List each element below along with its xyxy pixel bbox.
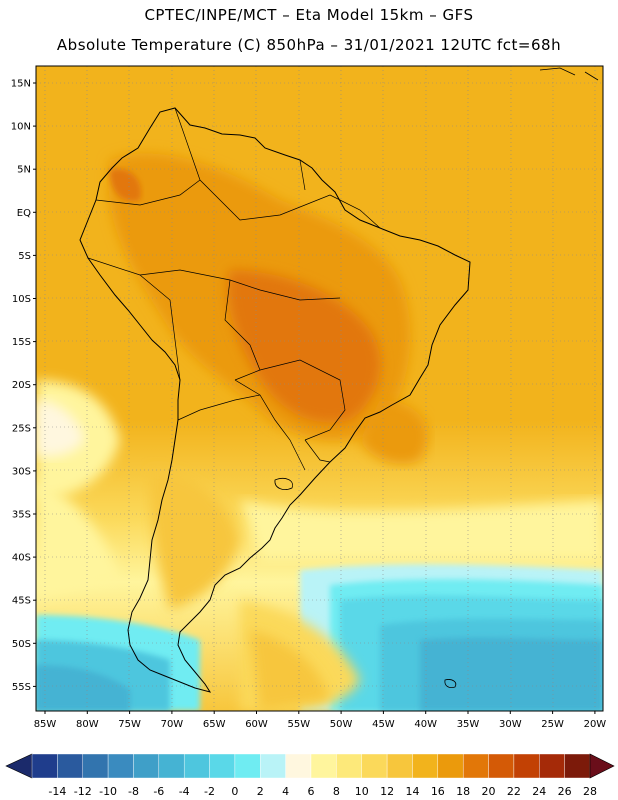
colorbar-swatch bbox=[234, 753, 261, 779]
lat-tick-label: 25S bbox=[12, 423, 31, 434]
lat-tick-label: 10N bbox=[11, 122, 31, 133]
colorbar-swatch bbox=[386, 753, 413, 779]
colorbar-swatch bbox=[209, 753, 236, 779]
colorbar-swatch bbox=[488, 753, 515, 779]
lat-tick-label: 40S bbox=[12, 553, 31, 564]
lon-tick-label: 40W bbox=[414, 719, 437, 730]
colorbar-swatch bbox=[82, 753, 109, 779]
colorbar-swatch bbox=[158, 753, 185, 779]
gridlines bbox=[36, 66, 603, 711]
lon-tick-label: 85W bbox=[34, 719, 57, 730]
falklands-islands bbox=[274, 478, 293, 490]
lon-tick-label: 20W bbox=[584, 719, 607, 730]
colorbar-label: -12 bbox=[74, 785, 92, 798]
colorbar-swatch bbox=[310, 753, 337, 779]
colorbar-label: -4 bbox=[179, 785, 190, 798]
map-frame bbox=[35, 65, 604, 712]
latitude-axis: 15N 10N 5N EQ 5S 10S 15S 20S 25S 30S 35S 40S 45S 50S 5… bbox=[11, 79, 36, 693]
lat-tick-label: 15N bbox=[11, 79, 31, 90]
colorbar-swatch bbox=[57, 753, 83, 779]
colorbar-swatch bbox=[31, 753, 58, 779]
colorbar-arrow-left bbox=[5, 753, 33, 779]
lat-tick-label: 10S bbox=[12, 294, 31, 305]
lon-tick-label: 25W bbox=[541, 719, 564, 730]
colorbar-label: -10 bbox=[99, 785, 117, 798]
colorbar-swatch bbox=[107, 753, 134, 779]
lon-tick-label: 75W bbox=[118, 719, 141, 730]
colorbar-swatch bbox=[412, 753, 439, 779]
lat-tick-label: 35S bbox=[12, 510, 31, 521]
lat-tick-label: 30S bbox=[12, 466, 31, 477]
longitude-axis: 85W 80W 75W 70W 65W 60W 55W 50W 45W 40W 35W 30W 25W 2… bbox=[34, 711, 607, 730]
colorbar-swatch bbox=[260, 753, 286, 779]
lon-tick-label: 55W bbox=[287, 719, 310, 730]
colorbar-swatch bbox=[183, 753, 210, 779]
colorbar-swatch bbox=[336, 753, 362, 779]
colorbar-label: 10 bbox=[355, 785, 369, 798]
colorbar-label: 22 bbox=[507, 785, 521, 798]
colorbar-label: 26 bbox=[558, 785, 572, 798]
south-america-coastline bbox=[79, 107, 471, 693]
lon-tick-label: 60W bbox=[245, 719, 268, 730]
colorbar-label: -2 bbox=[204, 785, 215, 798]
lat-tick-label: 15S bbox=[12, 337, 31, 348]
lon-tick-label: 45W bbox=[372, 719, 395, 730]
colorbar-label: 20 bbox=[482, 785, 496, 798]
lat-tick-label: 5S bbox=[18, 251, 31, 262]
lat-tick-label: 50S bbox=[12, 639, 31, 650]
colorbar-swatch bbox=[361, 753, 388, 779]
colorbar-swatch bbox=[564, 753, 591, 779]
caribbean-islands bbox=[539, 67, 599, 81]
colorbar-label: 4 bbox=[282, 785, 289, 798]
malvinas-islands bbox=[444, 679, 457, 688]
colorbar-label: -8 bbox=[128, 785, 139, 798]
colorbar-label: 24 bbox=[532, 785, 546, 798]
chart-title-line1: CPTEC/INPE/MCT – Eta Model 15km – GFS bbox=[144, 6, 474, 24]
colorbar-label: 28 bbox=[583, 785, 597, 798]
lon-tick-label: 65W bbox=[203, 719, 226, 730]
colorbar-label: -6 bbox=[153, 785, 164, 798]
temperature-field bbox=[36, 66, 603, 711]
colorbar-swatch bbox=[437, 753, 464, 779]
colorbar-label: -14 bbox=[48, 785, 66, 798]
colorbar-label: 2 bbox=[257, 785, 264, 798]
colorbar-label: 14 bbox=[405, 785, 419, 798]
colorbar-label: 6 bbox=[308, 785, 315, 798]
lon-tick-label: 35W bbox=[457, 719, 480, 730]
lon-tick-label: 50W bbox=[330, 719, 353, 730]
lat-tick-label: 20S bbox=[12, 380, 31, 391]
colorbar: -14 -12 -10 -8 -6 -4 -2 0 2 4 6 8 10 12 14 16 18 20 22 24 26… bbox=[5, 753, 615, 798]
colorbar-label: 8 bbox=[333, 785, 340, 798]
lon-tick-label: 30W bbox=[499, 719, 522, 730]
colorbar-label: 12 bbox=[380, 785, 394, 798]
country-borders bbox=[87, 107, 381, 471]
colorbar-swatch bbox=[133, 753, 160, 779]
colorbar-arrow-right bbox=[589, 753, 615, 779]
lat-tick-label: 5N bbox=[17, 165, 31, 176]
colorbar-swatch bbox=[513, 753, 540, 779]
colorbar-label: 16 bbox=[431, 785, 445, 798]
lat-tick-label: 55S bbox=[12, 682, 31, 693]
colorbar-label: 18 bbox=[456, 785, 470, 798]
lon-tick-label: 70W bbox=[161, 719, 184, 730]
lat-tick-label: EQ bbox=[17, 208, 31, 219]
chart-title-line2: Absolute Temperature (C) 850hPa – 31/01/… bbox=[56, 36, 562, 54]
lon-tick-label: 80W bbox=[76, 719, 99, 730]
lat-tick-label: 45S bbox=[12, 596, 31, 607]
colorbar-label: 0 bbox=[231, 785, 238, 798]
colorbar-swatch bbox=[285, 753, 312, 779]
colorbar-swatch bbox=[462, 753, 489, 779]
colorbar-swatch bbox=[539, 753, 565, 779]
